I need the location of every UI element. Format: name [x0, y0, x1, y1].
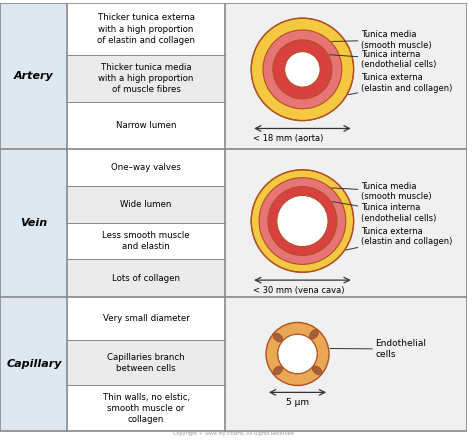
Bar	[67, 186, 225, 223]
Circle shape	[273, 40, 332, 99]
Bar	[67, 4, 225, 149]
Bar	[67, 260, 225, 297]
Text: < 18 mm (aorta): < 18 mm (aorta)	[253, 134, 324, 143]
Circle shape	[259, 178, 346, 264]
Bar	[67, 223, 225, 260]
Text: Wide lumen: Wide lumen	[120, 200, 172, 209]
Bar	[67, 102, 225, 149]
Text: Lots of collagen: Lots of collagen	[112, 274, 180, 283]
Bar	[67, 297, 225, 340]
Text: Tunica interna
(endothelial cells): Tunica interna (endothelial cells)	[332, 202, 436, 223]
Text: Copyright © Save My Exams, All Rights Reserved: Copyright © Save My Exams, All Rights Re…	[173, 430, 294, 436]
Bar	[225, 4, 467, 149]
Text: Endothelial
cells: Endothelial cells	[330, 339, 426, 359]
Text: Tunica externa
(elastin and collagen): Tunica externa (elastin and collagen)	[348, 74, 452, 95]
Text: < 30 mm (vena cava): < 30 mm (vena cava)	[253, 286, 345, 295]
Ellipse shape	[273, 366, 283, 375]
Ellipse shape	[310, 330, 319, 339]
Text: Tunica media
(smooth muscle): Tunica media (smooth muscle)	[332, 30, 431, 50]
Text: Tunica externa
(elastin and collagen): Tunica externa (elastin and collagen)	[346, 227, 452, 250]
Bar	[225, 149, 467, 297]
Text: Thicker tunica media
with a high proportion
of muscle fibres: Thicker tunica media with a high proport…	[99, 62, 194, 94]
Circle shape	[251, 170, 354, 272]
Text: Thicker tunica externa
with a high proportion
of elastin and collagen: Thicker tunica externa with a high propo…	[97, 13, 195, 45]
Bar	[67, 297, 225, 431]
Ellipse shape	[273, 333, 283, 342]
Bar	[225, 297, 467, 431]
Ellipse shape	[312, 366, 322, 375]
Bar	[67, 149, 225, 186]
Bar	[0, 149, 67, 297]
Text: Thin walls, no elstic,
smooth muscle or
collagen: Thin walls, no elstic, smooth muscle or …	[102, 392, 190, 424]
Text: Narrow lumen: Narrow lumen	[116, 121, 176, 130]
Text: 5 μm: 5 μm	[286, 398, 309, 407]
Bar	[67, 4, 225, 54]
Circle shape	[285, 52, 320, 87]
Text: Capillary: Capillary	[6, 359, 62, 369]
Circle shape	[251, 18, 354, 120]
Text: Artery: Artery	[14, 71, 54, 81]
Text: One–way valves: One–way valves	[111, 163, 181, 172]
Bar	[67, 385, 225, 431]
Bar	[67, 149, 225, 297]
Text: Very small diameter: Very small diameter	[103, 314, 190, 323]
Bar	[67, 340, 225, 385]
Circle shape	[277, 195, 328, 247]
Bar	[0, 4, 67, 149]
Circle shape	[278, 334, 317, 374]
Circle shape	[266, 322, 329, 385]
Circle shape	[263, 30, 342, 109]
Text: Tunica interna
(endothelial cells): Tunica interna (endothelial cells)	[329, 50, 436, 69]
Bar	[67, 54, 225, 102]
Text: Less smooth muscle
and elastin: Less smooth muscle and elastin	[102, 231, 190, 251]
Circle shape	[278, 334, 317, 374]
Text: Capillaries branch
between cells: Capillaries branch between cells	[107, 353, 185, 373]
Circle shape	[268, 186, 337, 256]
Bar	[0, 297, 67, 431]
Text: Tunica media
(smooth muscle): Tunica media (smooth muscle)	[332, 182, 431, 201]
Text: Vein: Vein	[20, 218, 47, 228]
